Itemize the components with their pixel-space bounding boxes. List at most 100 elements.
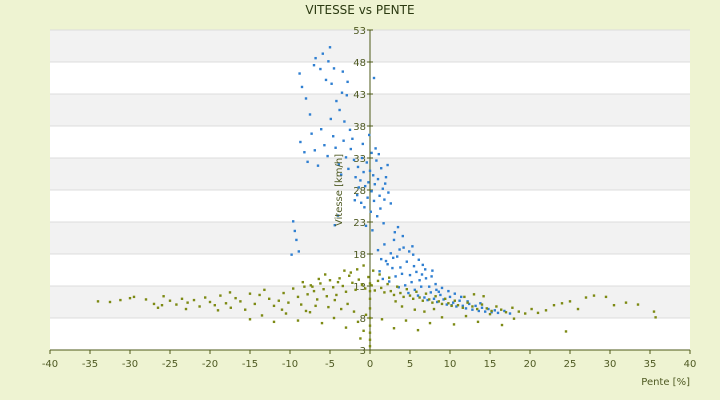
scatter-point: [314, 56, 317, 60]
scatter-point: [328, 46, 332, 49]
scatter-point: [477, 309, 480, 313]
scatter-point: [368, 316, 372, 320]
scatter-point: [298, 72, 301, 75]
scatter-point: [378, 273, 381, 276]
scatter-point: [388, 276, 391, 279]
y-tick-label: 23: [353, 218, 366, 229]
scatter-point: [407, 291, 410, 295]
scatter-point: [224, 302, 228, 305]
scatter-point: [370, 151, 373, 155]
scatter-point: [484, 310, 487, 313]
scatter-point: [260, 314, 264, 317]
scatter-point: [132, 295, 136, 299]
x-tick-label: -15: [242, 359, 258, 370]
scatter-point: [389, 202, 392, 205]
scatter-point: [368, 133, 371, 137]
scatter-point: [367, 181, 370, 184]
scatter-point: [426, 298, 429, 302]
y-tick-label: 3: [360, 346, 366, 357]
scatter-point: [396, 225, 400, 229]
scatter-point: [428, 298, 431, 301]
scatter-point: [332, 67, 336, 70]
scatter-point: [320, 128, 323, 131]
scatter-point: [464, 314, 468, 318]
scatter-point: [344, 326, 348, 329]
scatter-point: [324, 78, 328, 82]
scatter-point: [400, 272, 404, 276]
scatter-point: [359, 179, 362, 182]
scatter-point: [320, 321, 324, 325]
scatter-point: [366, 196, 369, 199]
x-tick-label: 0: [367, 359, 373, 370]
scatter-point: [313, 149, 316, 152]
x-tick-label: -30: [122, 359, 138, 370]
scatter-point: [485, 307, 488, 310]
scatter-point: [332, 135, 335, 138]
scatter-point: [375, 159, 378, 162]
scatter-point: [311, 285, 314, 288]
scatter-point: [480, 303, 484, 306]
scatter-point: [431, 269, 434, 272]
scatter-point: [356, 268, 359, 271]
x-tick-label: -10: [282, 359, 298, 370]
scatter-point: [338, 108, 341, 112]
scatter-point: [439, 293, 442, 297]
scatter-point: [417, 258, 420, 261]
scatter-point: [304, 309, 308, 313]
y-tick-label: 53: [353, 26, 366, 37]
scatter-point: [544, 309, 548, 312]
scatter-point: [152, 302, 156, 306]
scatter-point: [404, 284, 407, 287]
scatter-point: [376, 177, 380, 181]
x-tick-label: -20: [202, 359, 218, 370]
scatter-point: [312, 64, 316, 67]
scatter-point: [364, 287, 367, 290]
scatter-point: [476, 307, 479, 311]
scatter-point: [360, 201, 363, 204]
scatter-point: [652, 310, 656, 313]
scatter-point: [440, 302, 444, 306]
scatter-point: [365, 161, 368, 164]
scatter-point: [372, 199, 376, 203]
scatter-point: [452, 301, 455, 304]
scatter-point: [356, 193, 359, 197]
scatter-point: [654, 316, 657, 319]
scatter-point: [299, 140, 302, 144]
scatter-point: [303, 285, 306, 288]
scatter-point: [293, 229, 296, 233]
scatter-point: [466, 301, 469, 304]
scatter-point: [300, 85, 304, 89]
scatter-point: [530, 307, 533, 311]
scatter-point: [437, 290, 440, 293]
scatter-point: [328, 279, 332, 282]
scatter-point: [584, 296, 588, 299]
scatter-point: [434, 282, 437, 286]
scatter-point: [362, 264, 365, 267]
scatter-point: [340, 307, 343, 311]
scatter-point: [326, 154, 329, 158]
scatter-point: [352, 158, 356, 162]
scatter-point: [431, 301, 434, 304]
scatter-point: [399, 266, 402, 269]
scatter-point: [335, 99, 338, 103]
scatter-point: [391, 266, 394, 270]
scatter-point: [364, 184, 367, 188]
scatter-point: [392, 256, 395, 260]
scatter-point: [333, 224, 336, 227]
y-tick-label: 13: [353, 282, 366, 293]
scatter-point: [413, 288, 416, 292]
scatter-point: [430, 275, 433, 278]
x-tick-label: 30: [604, 359, 617, 370]
scatter-point: [436, 300, 439, 304]
scatter-point: [464, 307, 468, 310]
scatter-point: [386, 163, 389, 167]
scatter-point: [411, 245, 414, 248]
scatter-point: [253, 302, 256, 306]
x-tick-label: 35: [644, 359, 657, 370]
scatter-point: [332, 316, 336, 320]
scatter-point: [394, 275, 397, 278]
scatter-point: [364, 224, 368, 228]
scatter-point: [420, 273, 424, 276]
scatter-point: [248, 292, 252, 295]
scatter-point: [388, 280, 391, 283]
